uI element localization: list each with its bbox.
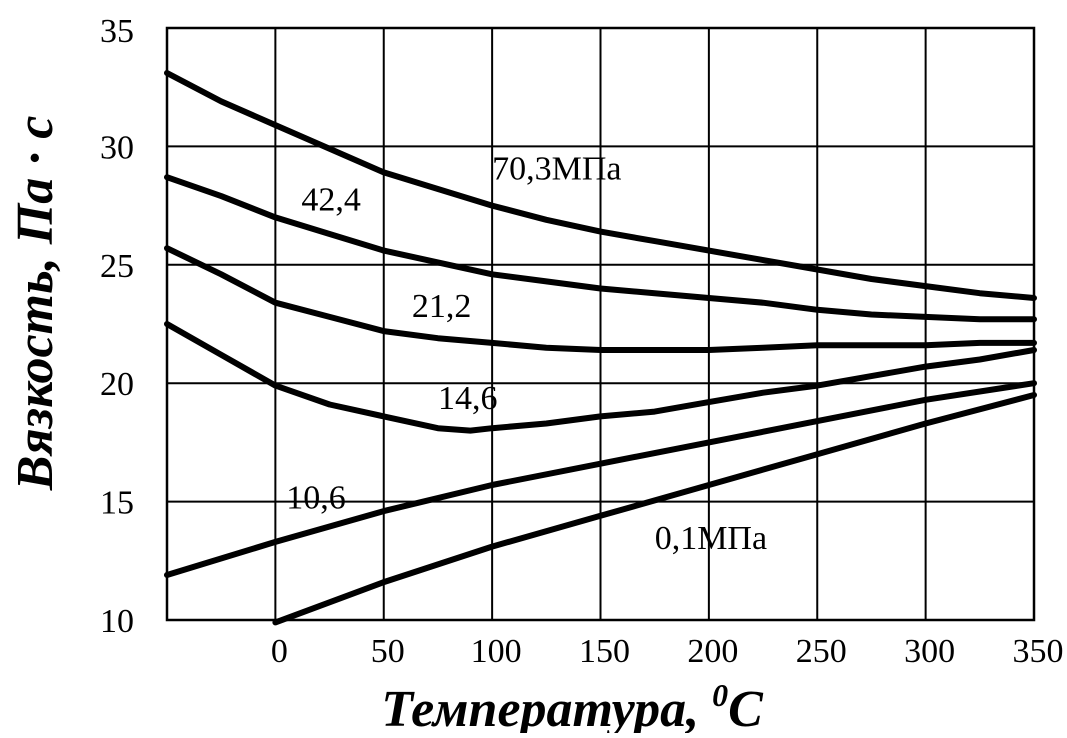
series-lines xyxy=(164,70,1037,626)
y-axis-title: Вязкость, Па · с xyxy=(7,116,64,492)
plot-frame xyxy=(165,26,1036,622)
x-tick-label-100: 100 xyxy=(471,633,522,670)
x-axis-title-space xyxy=(699,681,712,733)
series-line-5 xyxy=(164,380,1037,578)
y-tick-labels: 10 15 20 25 30 35 xyxy=(100,13,134,640)
y-tick-label-15: 15 xyxy=(100,485,134,522)
series-line-6 xyxy=(272,392,1037,626)
grid xyxy=(167,27,1035,621)
x-axis-title-superscript: 0 xyxy=(712,677,728,713)
x-tick-label-150: 150 xyxy=(579,633,630,670)
x-tick-label-300: 300 xyxy=(904,633,955,670)
y-tick-label-20: 20 xyxy=(100,366,134,403)
x-axis-title-text: Температура, xyxy=(381,681,699,733)
series-labels: 70,3МПа 42,4 21,2 14,6 10,6 0,1МПа xyxy=(286,151,767,557)
y-tick-label-25: 25 xyxy=(100,248,134,285)
x-axis-title-unit: C xyxy=(728,681,764,733)
series-label-2: 42,4 xyxy=(301,181,361,218)
x-axis-title: Температура, 0C xyxy=(381,677,764,733)
series-line-2 xyxy=(164,174,1037,323)
series-label-6: 0,1МПа xyxy=(655,520,767,557)
series-line-1 xyxy=(164,70,1037,301)
x-tick-label-250: 250 xyxy=(796,633,847,670)
y-tick-label-30: 30 xyxy=(100,129,134,166)
series-line-3 xyxy=(164,245,1037,353)
x-tick-label-0: 0 xyxy=(271,633,288,670)
series-label-5: 10,6 xyxy=(286,480,346,517)
x-tick-label-200: 200 xyxy=(687,633,738,670)
y-tick-label-10: 10 xyxy=(100,603,134,640)
series-label-3: 21,2 xyxy=(412,288,472,325)
y-tick-label-35: 35 xyxy=(100,13,134,50)
x-tick-label-50: 50 xyxy=(371,633,405,670)
x-tick-label-350: 350 xyxy=(1013,633,1064,670)
series-label-1: 70,3МПа xyxy=(492,151,621,188)
series-line-4 xyxy=(164,321,1037,434)
series-label-4: 14,6 xyxy=(438,380,498,417)
x-tick-labels: 0 50 100 150 200 250 300 350 xyxy=(271,633,1064,670)
